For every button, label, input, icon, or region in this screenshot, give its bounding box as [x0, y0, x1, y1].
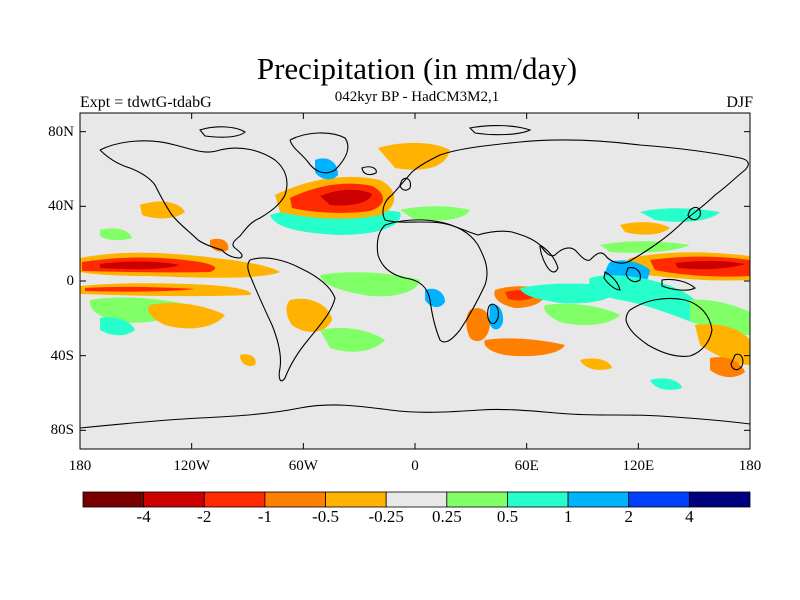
anomaly-atlantic-green [320, 272, 420, 297]
lon-tick-marks [79, 113, 751, 449]
anomaly-southern-orange-2 [580, 358, 612, 370]
anomaly-south-indian-orange [484, 338, 565, 357]
lat-tick-label: 40S [50, 347, 74, 364]
lat-tick-label: 40N [48, 198, 74, 215]
figure-subtitle: 042kyr BP - HadCM3M2,1 [334, 89, 500, 105]
coast-india [539, 244, 559, 273]
colorbar-label: 1 [563, 507, 573, 526]
coast-sumatra [603, 271, 621, 291]
lon-tick-label: 180 [738, 458, 762, 474]
anomaly-nz-orange [710, 357, 745, 378]
coast-madagascar [487, 303, 499, 325]
colorbar-box [264, 491, 326, 508]
figure-title: Precipitation (in mm/day) [256, 51, 578, 86]
coast-greenland [289, 132, 349, 174]
colorbar-box [82, 491, 145, 508]
colorbar-box [325, 491, 387, 508]
anomaly-east-asia-orange [620, 222, 670, 235]
lon-tick-label: 60E [514, 458, 539, 474]
lat-tick-label: 80S [50, 422, 74, 439]
anomaly-southern-cyan-1 [650, 378, 682, 390]
colorbar-label: 0.25 [431, 507, 462, 526]
coast-iceland [361, 166, 377, 176]
coast-north-america [99, 140, 288, 259]
colorbar-box [446, 491, 508, 508]
lat-tick-label: 0 [66, 273, 75, 289]
coast-antarctica [80, 404, 750, 429]
season-label: DJF [726, 94, 753, 111]
coastlines [80, 125, 750, 429]
anomaly-south-pacific-cyan [100, 317, 135, 336]
colorbar-label: -1 [257, 507, 272, 526]
anomaly-norway-orange [378, 142, 450, 170]
colorbar-label: 2 [624, 507, 633, 526]
anomaly-south-pacific-orange [148, 303, 225, 329]
coast-arctic-islands [199, 125, 532, 138]
anomaly-mediterranean-green [400, 206, 470, 221]
lon-tick-label: 120E [622, 458, 655, 474]
coast-new-zealand [730, 353, 744, 371]
colorbar-label: 4 [685, 507, 694, 526]
coast-africa [376, 219, 488, 343]
coast-new-guinea [661, 278, 696, 291]
anomaly-maritime-green [600, 241, 690, 253]
lon-tick-label: 120W [173, 458, 210, 474]
colorbar-box [688, 491, 751, 508]
coast-borneo [625, 267, 641, 283]
colorbar-label: -4 [136, 507, 151, 526]
coast-south-america [247, 257, 336, 382]
colorbar-label: -2 [197, 507, 212, 526]
lon-tick-label: 0 [411, 458, 419, 474]
colorbar-box [628, 491, 690, 508]
lon-tick-label: 60W [288, 458, 318, 474]
anomaly-south-atlantic-green [320, 328, 385, 352]
anomaly-indian-cyan-band [520, 283, 620, 304]
anomaly-greenland-blue [315, 158, 338, 180]
lat-tick-marks [80, 131, 750, 431]
colorbar-box [385, 491, 448, 508]
anomaly-shading [80, 142, 750, 390]
colorbar-box [507, 491, 569, 508]
anomaly-indian-green [544, 303, 620, 326]
anomaly-west-pacific-core [675, 260, 745, 270]
anomaly-pacific-south-band-red [85, 286, 195, 292]
colorbar-box [567, 491, 630, 508]
anomaly-east-pacific-core [100, 261, 180, 270]
anomaly-north-pacific-orange [140, 201, 185, 219]
lat-tick-label: 80N [48, 123, 74, 140]
anomaly-north-atlantic-core [320, 189, 372, 206]
coast-british-isles [399, 177, 411, 191]
anomaly-southern-orange-1 [240, 354, 256, 366]
colorbar-label: -0.25 [368, 507, 404, 526]
anomaly-madagascar-red [466, 308, 490, 342]
colorbar-label: 0.5 [496, 507, 519, 526]
colorbar-box [143, 491, 205, 508]
lon-tick-label: 180 [68, 458, 92, 474]
anomaly-gulf-orange [210, 238, 229, 252]
anomaly-north-pacific-green [100, 228, 132, 241]
coast-japan [687, 207, 701, 221]
colorbar-label: -0.5 [312, 507, 339, 526]
coast-australia [625, 297, 713, 357]
coast-eurasia [382, 139, 749, 264]
experiment-label: Expt = tdwtG-tdabG [80, 94, 212, 111]
colorbar-box [203, 491, 266, 508]
